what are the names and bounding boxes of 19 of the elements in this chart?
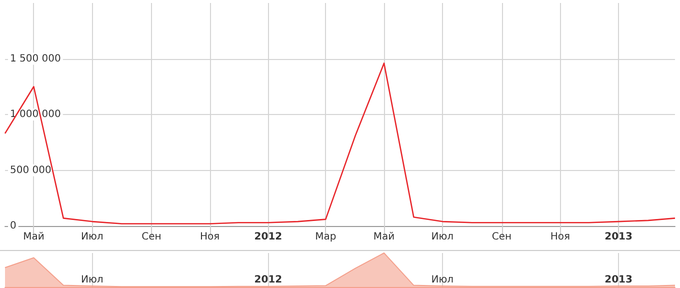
x-tick-label: 2012	[254, 274, 282, 286]
x-tick-label: 2013	[604, 232, 632, 242]
x-tick-label: Июл	[431, 232, 454, 242]
x-tick-label: Сен	[142, 232, 162, 242]
y-tick-label: 1 000 000	[10, 109, 61, 120]
x-tick-label: Мар	[315, 232, 336, 242]
x-tick-label: Ноя	[200, 232, 220, 242]
x-tick-label: 2012	[254, 232, 282, 242]
x-tick-label: Май	[23, 232, 44, 242]
y-tick-label: 0	[10, 220, 16, 232]
x-tick-label: Июл	[431, 274, 454, 286]
x-tick-label: Май	[373, 232, 395, 242]
x-tick-label: Июл	[80, 232, 104, 242]
x-tick-label: Сен	[492, 232, 512, 242]
x-tick-label: 2013	[604, 274, 632, 286]
x-tick-label: Июл	[80, 274, 104, 286]
x-tick-label: Ноя	[550, 232, 570, 242]
y-tick-label: 500 000	[10, 164, 52, 176]
y-tick-label: 1 500 000	[10, 53, 61, 64]
